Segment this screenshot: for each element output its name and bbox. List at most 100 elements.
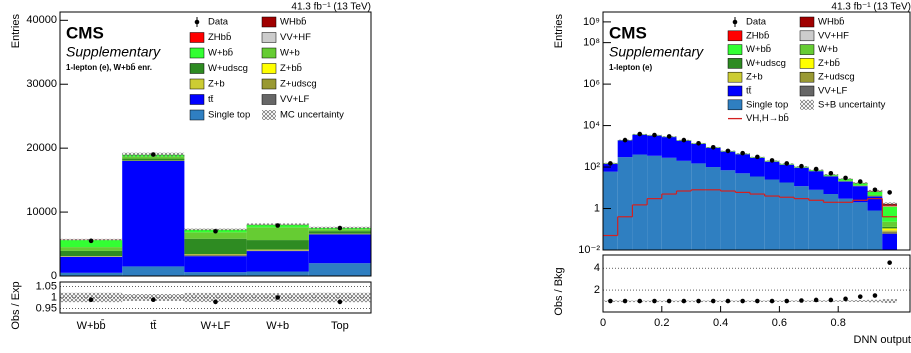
stack-segment xyxy=(882,232,897,234)
ratio-tick-label: 2 xyxy=(594,284,600,296)
legend-swatch xyxy=(727,85,743,97)
stack-segment xyxy=(720,170,736,250)
x-axis-title: DNN output xyxy=(854,334,911,346)
stack-segment xyxy=(184,254,247,256)
y-tick-label: 0 xyxy=(51,270,57,282)
stack-segment xyxy=(735,154,750,174)
ratio-point xyxy=(857,294,863,299)
ratio-point xyxy=(755,298,760,304)
ratio-point xyxy=(710,298,716,304)
ratio-uncertainty xyxy=(867,299,883,303)
ratio-uncertainty xyxy=(184,292,247,303)
ratio-point xyxy=(784,298,790,304)
supplementary-label: Supplementary xyxy=(66,44,161,60)
legend-swatch xyxy=(799,44,815,55)
stack-segment xyxy=(852,202,868,250)
data-point xyxy=(784,161,790,166)
x-tick-label: tt̄ xyxy=(150,320,156,332)
legend-label: Single top xyxy=(208,110,250,121)
region-label: 1-lepton (e), W+bb̄ enr. xyxy=(66,63,152,72)
legend-swatch xyxy=(727,58,743,69)
ratio-point xyxy=(622,298,628,304)
data-point xyxy=(213,228,218,234)
stack-segment xyxy=(867,196,883,211)
legend-label: Single top xyxy=(746,99,788,110)
data-point xyxy=(652,132,657,138)
ratio-point xyxy=(151,297,156,303)
legend-data-marker xyxy=(732,19,738,25)
plot-frame xyxy=(602,11,911,251)
legend-swatch xyxy=(261,16,277,28)
stack-segment xyxy=(246,227,309,241)
stack-segment xyxy=(308,263,371,276)
ratio-point xyxy=(213,299,218,305)
stack-segment xyxy=(852,185,868,186)
legend-swatch xyxy=(799,16,815,28)
legend-swatch xyxy=(189,94,205,105)
data-point xyxy=(740,150,745,156)
x-tick-label: W+bb̄ xyxy=(77,319,106,332)
legend-label: WHbb̄ xyxy=(280,17,306,28)
data-point xyxy=(666,134,672,139)
stack-segment xyxy=(122,156,185,159)
stack-segment xyxy=(867,210,883,250)
stack-segment xyxy=(882,230,897,232)
legend-label: VV+LF xyxy=(818,86,848,97)
ratio-point xyxy=(652,298,657,304)
stack-segment xyxy=(60,240,123,248)
data-point xyxy=(769,158,775,163)
legend-label: W+udscg xyxy=(208,63,248,74)
y-tick-label: 10⁹ xyxy=(583,16,600,28)
stack-segment xyxy=(647,155,662,250)
legend-label: W+bb̄ xyxy=(746,44,771,55)
region-label: 1-lepton (e) xyxy=(609,63,652,72)
legend-label: Z+bb̄ xyxy=(280,63,302,74)
legend-swatch xyxy=(799,71,815,83)
stack-segment xyxy=(184,256,247,273)
stack-segment xyxy=(882,231,897,233)
stack-segment xyxy=(794,167,809,187)
ratio-point xyxy=(769,298,775,304)
stack-segment xyxy=(617,140,633,158)
experiment-label: CMS xyxy=(66,23,104,42)
ratio-tick-label: 4 xyxy=(594,262,600,274)
legend-label: W+bb̄ xyxy=(208,48,233,59)
ratio-point xyxy=(696,298,701,304)
ratio-point xyxy=(666,298,672,304)
stack-segment xyxy=(838,181,853,199)
data-point xyxy=(275,223,281,228)
ratio-axis-title: Obs / Exp xyxy=(10,281,22,329)
data-point xyxy=(725,148,731,154)
data-point xyxy=(843,175,848,181)
stack-segment xyxy=(764,179,780,250)
supplementary-label: Supplementary xyxy=(609,44,704,60)
y-axis-title: Entries xyxy=(10,14,22,49)
ratio-point xyxy=(740,298,745,304)
x-tick-label: W+LF xyxy=(201,320,231,332)
stack-segment xyxy=(794,186,809,250)
stack-segment xyxy=(867,191,883,195)
legend-swatch xyxy=(261,32,277,43)
legend-label: MC uncertainty xyxy=(280,110,344,121)
legend-label: ZHbb̄ xyxy=(746,30,769,41)
stack-segment xyxy=(882,226,897,229)
y-tick-label: 30000 xyxy=(26,78,57,90)
legend-label: Z+udscg xyxy=(280,79,317,90)
x-tick-label: 0.2 xyxy=(654,317,669,329)
stack-segment xyxy=(184,255,247,257)
y-tick-label: 10² xyxy=(584,161,600,173)
legend-swatch xyxy=(799,30,815,42)
x-tick-label: 0.8 xyxy=(831,317,846,329)
legend-swatch xyxy=(189,32,205,43)
ratio-point xyxy=(681,298,687,304)
stack-segment xyxy=(823,176,839,195)
data-point xyxy=(857,179,863,184)
data-point xyxy=(755,154,760,160)
legend-swatch xyxy=(727,71,743,83)
legend-swatch xyxy=(800,99,814,110)
x-tick-label: 0.6 xyxy=(772,317,787,329)
stack-segment xyxy=(882,205,897,207)
stack-segment xyxy=(184,232,247,239)
lumi-label: 41.3 fb⁻¹ (13 TeV) xyxy=(291,2,371,13)
